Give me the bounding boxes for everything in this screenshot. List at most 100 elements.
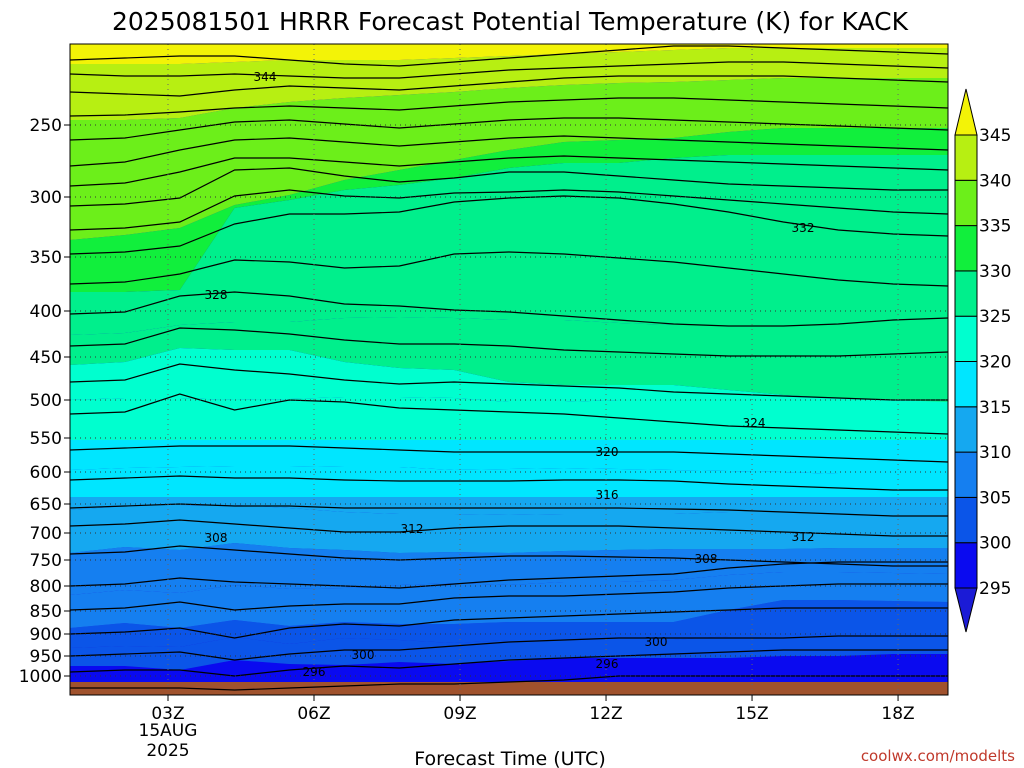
colorbar-segment	[954, 225, 978, 272]
plot-frame	[69, 43, 949, 696]
colorbar-segment	[954, 406, 978, 453]
contour-line	[69, 475, 948, 491]
contour-line	[69, 117, 949, 141]
contour-line	[69, 155, 949, 187]
x-tick-label: 12Z	[589, 704, 622, 724]
x-tick-label: 03Z	[151, 704, 184, 724]
x-axis: 03Z 06Z 09Z 12Z 15Z 18Z	[151, 695, 915, 724]
colorbar-segment	[954, 270, 978, 317]
y-tick-label: 550	[30, 429, 62, 449]
contour-label: 300	[352, 648, 375, 662]
colorbar-tick-label: 295	[979, 579, 1011, 599]
fill-band	[70, 317, 948, 402]
contour-label: 344	[254, 70, 277, 84]
y-tick-label: 600	[30, 463, 62, 483]
contour-line	[69, 635, 948, 661]
y-tick-label: 800	[30, 577, 62, 597]
contour-line	[69, 327, 949, 357]
fill-band	[70, 128, 948, 292]
colorbar-tick-label: 320	[979, 353, 1011, 373]
fill-band	[70, 600, 948, 648]
y-tick-label: 400	[30, 302, 62, 322]
y-tick-label: 500	[30, 391, 62, 411]
contour-label: 320	[596, 445, 619, 459]
fill-band	[70, 543, 948, 595]
contour-line	[69, 251, 949, 287]
contour-line	[69, 97, 949, 117]
ground-surface	[70, 682, 948, 695]
y-tick-label: 450	[30, 348, 62, 368]
fill-band	[70, 440, 948, 474]
colorbar-tick-label: 335	[979, 217, 1011, 237]
y-axis: 250 300 350 400 450 500 550 600 650 700 750 800 850 9…	[19, 116, 70, 687]
colorbar-tick-label: 305	[979, 488, 1011, 508]
contour-line	[69, 519, 948, 537]
contour-lines	[69, 45, 949, 691]
colorbar-tick-label: 325	[979, 307, 1011, 327]
colorbar-segment	[954, 451, 978, 498]
fill-band	[70, 48, 948, 120]
contour-label: 308	[205, 531, 228, 545]
contour-line	[69, 503, 948, 517]
colorbar-tick-label: 330	[979, 262, 1011, 282]
fill-band	[70, 572, 948, 628]
fill-band	[70, 397, 948, 440]
contour-line	[69, 189, 949, 231]
contour-label: 300	[645, 635, 668, 649]
contour-line	[70, 675, 948, 691]
colorbar-min-arrow	[954, 587, 978, 633]
contour-line	[69, 167, 948, 207]
x-date-day: 15AUG	[139, 721, 198, 741]
x-tick-label: 09Z	[443, 704, 476, 724]
colorbar-tick-label: 345	[979, 126, 1011, 146]
fill-band	[70, 636, 948, 670]
x-tick-label: 06Z	[297, 704, 330, 724]
contour-label: 316	[596, 488, 619, 502]
contour-label: 296	[596, 657, 619, 671]
chart-title: 2025081501 HRRR Forecast Potential Tempe…	[112, 7, 909, 36]
fill-band	[70, 505, 948, 553]
colorbar-segment	[954, 361, 978, 408]
contour-label: 308	[695, 552, 718, 566]
colorbar-tick-label: 340	[979, 171, 1011, 191]
y-tick-label: 650	[30, 495, 62, 515]
colorbar-segment	[954, 179, 978, 227]
colorbar-segment	[954, 496, 978, 544]
contour-label: 332	[792, 221, 815, 235]
y-tick-label: 250	[30, 116, 62, 136]
contour-line	[69, 393, 949, 435]
contour-line	[69, 195, 949, 255]
x-axis-label: Forecast Time (UTC)	[414, 748, 605, 768]
contour-line	[69, 75, 949, 97]
contour-label: 312	[792, 530, 815, 544]
y-tick-label: 700	[30, 524, 62, 544]
contour-line	[69, 61, 949, 79]
contour-line	[69, 445, 949, 463]
plot-area: 344 332 328 324 320 316 312 312 308 308 300 300 296 2…	[69, 43, 949, 696]
grid-lines	[70, 44, 948, 695]
contour-line	[69, 649, 948, 677]
contour-line	[69, 45, 949, 67]
fill-band	[70, 44, 948, 64]
credit-text: coolwx.com/modelts	[861, 747, 1015, 765]
x-date-year: 2025	[146, 741, 189, 761]
contour-label: 328	[205, 288, 228, 302]
colorbar-max-arrow	[954, 88, 978, 136]
fill-bands	[70, 44, 948, 695]
y-tick-label: 750	[30, 551, 62, 571]
contour-line	[69, 135, 949, 167]
contour-label: 296	[303, 665, 326, 679]
x-tick-label: 15Z	[735, 704, 768, 724]
y-tick-label: 950	[30, 647, 62, 667]
y-tick-label: 1000	[19, 667, 62, 687]
contour-line	[69, 545, 948, 567]
colorbar-segment	[954, 542, 978, 589]
y-tick-label: 350	[30, 248, 62, 268]
contour-label: 312	[401, 522, 424, 536]
colorbar-segment	[954, 134, 978, 181]
contour-line	[69, 607, 948, 639]
fill-band	[70, 348, 948, 402]
contour-label: 324	[743, 416, 766, 430]
colorbar-tick-label: 310	[979, 443, 1011, 463]
